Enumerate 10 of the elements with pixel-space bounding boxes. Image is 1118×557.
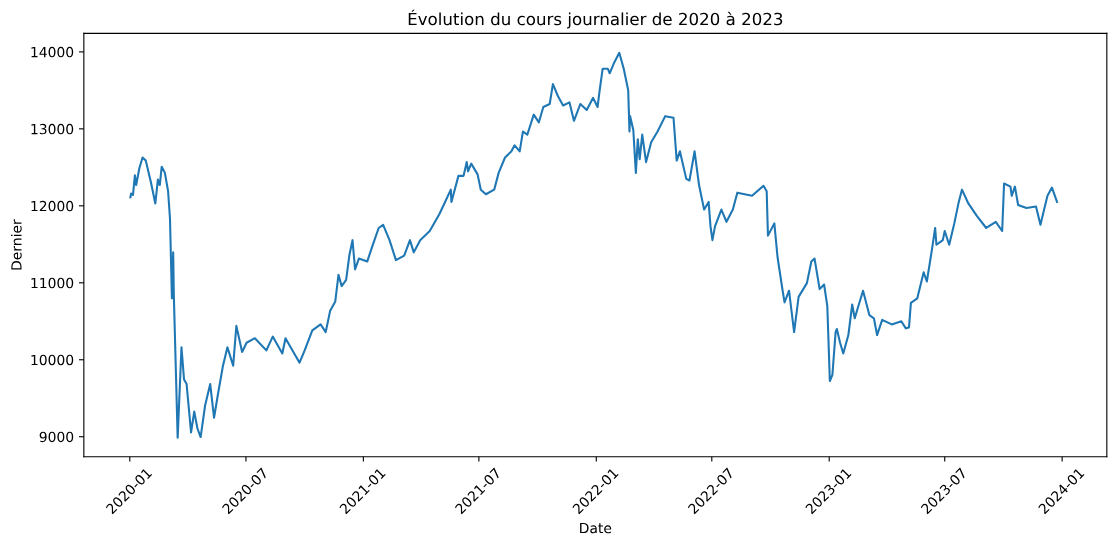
y-tick-label: 11000 <box>31 277 74 289</box>
y-tick-label: 9000 <box>39 431 74 443</box>
x-axis-title: Date <box>580 522 612 534</box>
line-series <box>129 51 1059 439</box>
y-tick-label: 14000 <box>31 46 74 58</box>
y-tick-label: 10000 <box>31 354 74 366</box>
y-tick-label: 13000 <box>31 123 74 135</box>
y-axis-title: Dernier <box>10 219 22 270</box>
chart-title: Évolution du cours journalier de 2020 à 2023 <box>408 9 783 29</box>
y-tick-label: 12000 <box>31 200 74 212</box>
